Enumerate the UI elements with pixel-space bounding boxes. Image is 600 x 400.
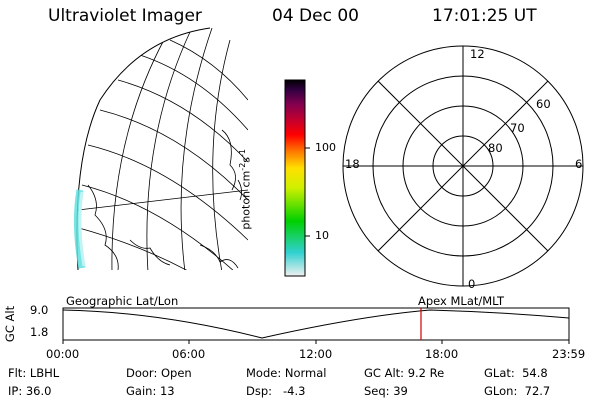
colorbar-label-100: 100	[315, 141, 336, 154]
earth-globe	[73, 27, 248, 271]
coastlines	[87, 129, 242, 271]
colorbar-label-10: 10	[315, 229, 329, 242]
mode-field: Mode: Normal	[246, 366, 327, 380]
polar-label-6: 6	[575, 157, 583, 171]
door-field: Door: Open	[126, 366, 192, 380]
polar-label-70: 70	[510, 121, 525, 135]
gain-field: Gain: 13	[126, 384, 175, 398]
date-label: 04 Dec 00	[272, 6, 359, 26]
timeline-right-label: Apex MLat/MLT	[418, 294, 505, 308]
colorbar	[284, 79, 306, 277]
seq-field: Seq: 39	[364, 384, 408, 398]
aurora-band	[73, 189, 86, 269]
altitude-curve	[62, 309, 570, 339]
polar-plot	[342, 45, 584, 287]
colorbar-units: photon cm-2s-1	[238, 148, 253, 230]
flt-field: Flt: LBHL	[8, 366, 60, 380]
globe-limb	[76, 27, 211, 271]
polar-diagonal-2	[377, 80, 549, 252]
timeline-ylabel: GC Alt	[3, 305, 18, 343]
instrument-title: Ultraviolet Imager	[48, 6, 202, 26]
polar-label-18: 18	[345, 157, 360, 171]
glon-field: GLon: 72.7	[484, 384, 551, 398]
timeline-ymin: 1.8	[30, 325, 49, 339]
timeline-xtick-0: 00:00	[46, 347, 80, 361]
timeline-ymax: 9.0	[30, 303, 49, 317]
timeline-xtick-2: 12:00	[299, 347, 333, 361]
polar-label-60: 60	[536, 97, 551, 111]
ip-field: IP: 36.0	[8, 384, 52, 398]
timeline-left-label: Geographic Lat/Lon	[66, 294, 179, 308]
polar-label-0: 0	[468, 277, 476, 291]
timeline-xtick-3: 18:00	[425, 347, 459, 361]
graticule	[77, 28, 248, 270]
gcalt-field: GC Alt: 9.2 Re	[364, 366, 445, 380]
timeline-xtick-1: 06:00	[172, 347, 206, 361]
time-label: 17:01:25 UT	[432, 6, 537, 26]
dsp-field: Dsp: -4.3	[246, 384, 306, 398]
glat-field: GLat: 54.8	[484, 366, 548, 380]
polar-label-80: 80	[488, 141, 503, 155]
timeline-xtick-4: 23:59	[552, 347, 586, 361]
timeline-plot	[62, 307, 570, 344]
polar-label-12: 12	[470, 47, 485, 61]
